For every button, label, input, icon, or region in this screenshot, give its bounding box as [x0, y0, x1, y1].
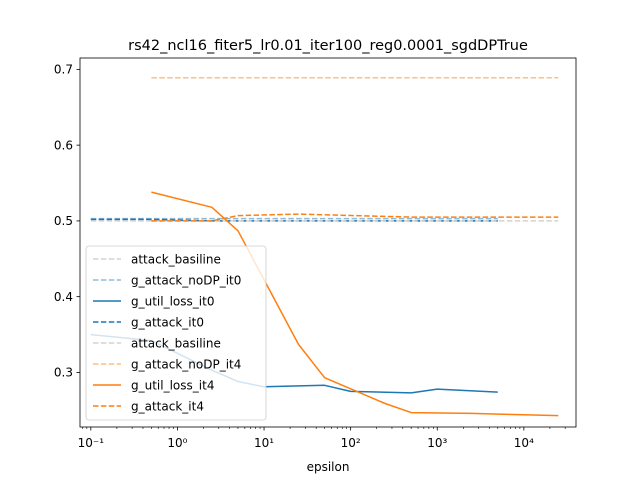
x-tick-label: 10³	[427, 436, 447, 450]
legend-label-0: attack_basiline	[131, 252, 221, 266]
legend-label-3: g_attack_it0	[131, 315, 204, 329]
x-tick-label: 10⁰	[167, 436, 187, 450]
series-line-6	[151, 191, 559, 417]
chart-title: rs42_ncl16_fiter5_lr0.01_iter100_reg0.00…	[128, 38, 528, 54]
axes-frame	[79, 57, 577, 428]
legend-label-5: g_attack_noDP_it4	[131, 357, 241, 371]
legend-label-2: g_util_loss_it0	[131, 294, 214, 308]
x-tick-label: 10⁴	[514, 436, 534, 450]
plot-area	[90, 76, 559, 417]
series-line-7	[151, 213, 559, 222]
axes: 0.3 0.4 0.5 0.6 0.7 10⁻¹ 10⁰ 10¹ 10² 10³ 10⁴	[54, 57, 577, 450]
x-tick-label: 10²	[341, 436, 361, 450]
y-tick-label: 0.3	[54, 366, 73, 380]
y-tick-label: 0.7	[54, 63, 73, 77]
legend-label-6: g_util_loss_it4	[131, 378, 214, 392]
y-tick-label: 0.5	[54, 214, 73, 228]
legend: attack_basiline g_attack_noDP_it0 g_util_l…	[85, 245, 267, 421]
x-axis-label: epsilon	[307, 460, 350, 474]
legend-label-1: g_attack_noDP_it0	[131, 273, 241, 287]
legend-label-4: attack_basiline	[131, 336, 221, 350]
y-tick-label: 0.6	[54, 138, 73, 152]
x-tick-label: 10⁻¹	[78, 436, 105, 450]
x-tick-label: 10¹	[254, 436, 274, 450]
legend-label-7: g_attack_it4	[131, 399, 204, 413]
y-tick-label: 0.4	[54, 290, 73, 304]
legend-box	[85, 245, 267, 421]
